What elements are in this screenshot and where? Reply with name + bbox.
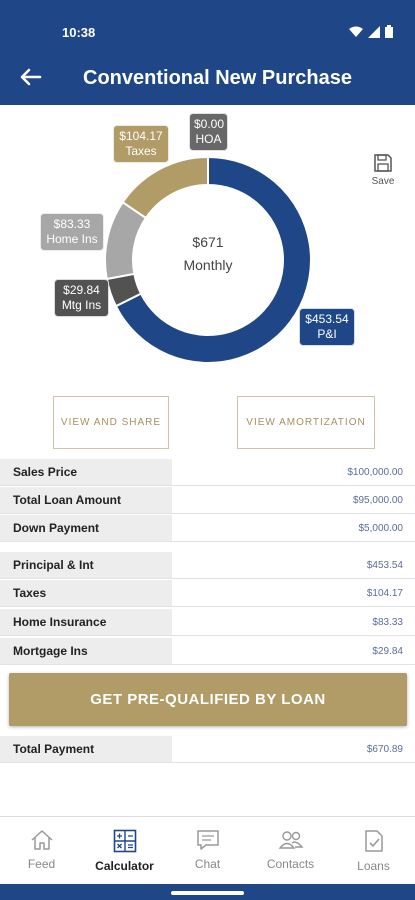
- row-value: $5,000.00: [358, 522, 404, 534]
- nav-item-contacts[interactable]: Contacts: [249, 829, 332, 871]
- status-bar: 10:38: [0, 0, 415, 50]
- donut-slice-p-i[interactable]: [114, 155, 312, 364]
- callout-mtg-ins: $29.84 Mtg Ins: [54, 279, 109, 317]
- callout-taxes-label: Taxes: [125, 144, 157, 158]
- bottom-navigation: Feed Calculator Chat: [0, 816, 415, 884]
- chat-icon: [196, 830, 219, 850]
- view-and-share-button[interactable]: VIEW AND SHARE: [53, 396, 169, 449]
- get-pre-qualified-button[interactable]: GET PRE-QUALIFIED BY LOAN: [9, 673, 407, 726]
- nav-label: Loans: [357, 859, 390, 873]
- home-icon: [30, 830, 53, 850]
- battery-icon: [385, 25, 393, 38]
- row-label: Taxes: [0, 580, 172, 606]
- row-label: Sales Price: [0, 459, 172, 485]
- callout-taxes: $104.17 Taxes: [113, 125, 169, 163]
- app-header: Conventional New Purchase: [0, 50, 415, 105]
- nav-label: Calculator: [95, 859, 154, 873]
- row-value: $100,000.00: [347, 466, 403, 478]
- callout-home-ins: $83.33 Home Ins: [40, 213, 104, 251]
- nav-item-loans[interactable]: Loans: [332, 829, 415, 873]
- calculator-icon: [113, 829, 136, 853]
- row-value: $670.89: [366, 743, 403, 755]
- row-label: Home Insurance: [0, 609, 172, 635]
- payment-chart: $671 Monthly $104.17 Taxes $0.00 HOA $83…: [0, 105, 415, 395]
- callout-mtg-ins-value: $29.84: [63, 283, 100, 297]
- page-title: Conventional New Purchase: [83, 67, 352, 89]
- nav-item-chat[interactable]: Chat: [166, 829, 249, 871]
- nav-label: Feed: [27, 857, 56, 871]
- row-label: Down Payment: [0, 515, 172, 541]
- payment-donut-chart: [104, 155, 312, 364]
- home-indicator[interactable]: [171, 891, 244, 895]
- row-value: $83.33: [372, 616, 403, 628]
- callout-hoa-label: HOA: [195, 132, 222, 146]
- row-total-loan-amount: Total Loan Amount $95,000.00: [0, 487, 415, 514]
- callout-taxes-value: $104.17: [119, 129, 163, 143]
- callout-home-ins-value: $83.33: [53, 217, 91, 231]
- loans-icon: [364, 830, 383, 852]
- row-down-payment: Down Payment $5,000.00: [0, 515, 415, 542]
- nav-item-feed[interactable]: Feed: [0, 829, 83, 871]
- callout-pi-label: P&I: [317, 327, 337, 341]
- chart-center-value: $671: [192, 234, 224, 250]
- callout-home-ins-label: Home Ins: [46, 232, 98, 246]
- row-home-insurance: Home Insurance $83.33: [0, 609, 415, 636]
- callout-pi: $453.54 P&I: [299, 308, 355, 346]
- back-arrow-icon[interactable]: [18, 64, 44, 90]
- status-icons: [349, 25, 393, 38]
- row-value: $104.17: [366, 587, 403, 599]
- nav-label: Contacts: [266, 857, 315, 871]
- nav-item-calculator[interactable]: Calculator: [83, 829, 166, 873]
- save-button[interactable]: Save: [366, 153, 400, 187]
- callout-hoa: $0.00 HOA: [189, 113, 228, 151]
- row-principal-int: Principal & Int $453.54: [0, 552, 415, 579]
- save-icon: [374, 154, 392, 172]
- row-total-payment: Total Payment $670.89: [0, 736, 415, 763]
- contacts-icon: [278, 831, 304, 849]
- row-value: $453.54: [366, 559, 403, 571]
- save-label: Save: [371, 176, 395, 187]
- row-value: $95,000.00: [352, 494, 403, 506]
- row-label: Total Loan Amount: [0, 487, 172, 513]
- callout-pi-value: $453.54: [305, 312, 349, 326]
- callout-hoa-value: $0.00: [194, 117, 225, 131]
- row-sales-price: Sales Price $100,000.00: [0, 459, 415, 486]
- nav-label: Chat: [194, 857, 221, 871]
- status-time: 10:38: [62, 25, 96, 40]
- row-mortgage-ins: Mortgage Ins $29.84: [0, 638, 415, 665]
- row-label: Total Payment: [0, 736, 172, 762]
- view-amortization-button[interactable]: VIEW AMORTIZATION: [237, 396, 375, 449]
- chart-center-label: Monthly: [183, 257, 233, 273]
- callout-mtg-ins-label: Mtg Ins: [61, 298, 102, 312]
- row-value: $29.84: [372, 645, 403, 657]
- row-taxes: Taxes $104.17: [0, 580, 415, 607]
- signal-icon: [368, 25, 380, 38]
- donut-slice-taxes[interactable]: [121, 155, 209, 220]
- row-label: Mortgage Ins: [0, 638, 172, 664]
- row-label: Principal & Int: [0, 552, 172, 578]
- wifi-icon: [349, 26, 363, 37]
